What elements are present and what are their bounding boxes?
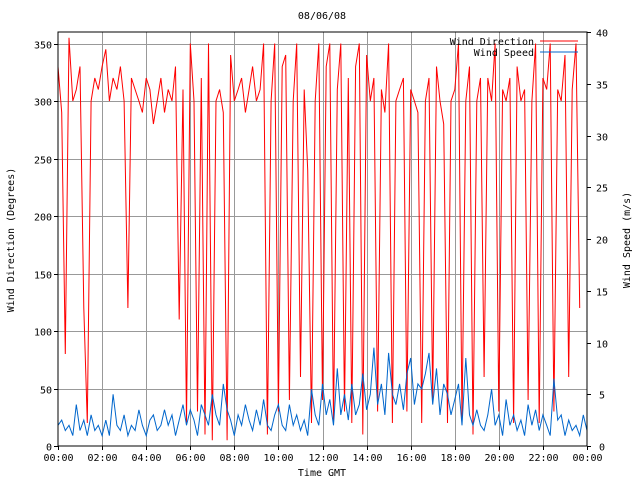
y-left-tick-label: 250 (34, 156, 52, 167)
x-tick-label: 18:00 (440, 453, 470, 464)
x-tick-label: 00:00 (572, 453, 602, 464)
x-tick-label: 22:00 (528, 453, 558, 464)
x-tick-label: 20:00 (484, 453, 514, 464)
x-tick-label: 16:00 (396, 453, 426, 464)
y-right-tick-label: 5 (599, 391, 605, 402)
x-axis-label: Time GMT (298, 468, 346, 479)
y-left-tick-label: 300 (34, 98, 52, 109)
chart-title: 08/06/08 (298, 11, 346, 22)
legend: Wind Direction Wind Speed (450, 37, 578, 59)
y-right-tick-label: 30 (596, 133, 608, 144)
legend-label-wind-direction: Wind Direction (450, 37, 534, 48)
x-tick-label: 04:00 (131, 453, 161, 464)
y-left-tick-label: 50 (40, 386, 52, 397)
x-tick-label: 06:00 (175, 453, 205, 464)
series-layer (57, 37, 588, 441)
y-right-tick-label: 15 (596, 288, 608, 299)
y-left-tick-label: 150 (34, 271, 52, 282)
series-line-wind-speed (57, 347, 588, 438)
y-left-tick-label: 0 (46, 443, 52, 454)
y-left-tick-label: 350 (34, 41, 52, 52)
y-right-tick-label: 20 (596, 236, 608, 247)
y-left-tick-label: 100 (34, 328, 52, 339)
y-right-tick-label: 0 (599, 443, 605, 454)
x-tick-label: 00:00 (43, 453, 73, 464)
grid (58, 32, 587, 446)
x-tick-label: 02:00 (87, 453, 117, 464)
x-tick-label: 14:00 (352, 453, 382, 464)
y-right-tick-label: 40 (596, 29, 608, 40)
y-axis-left-label: Wind Direction (Degrees) (6, 168, 17, 313)
axis-ticks: 00:00 02:00 04:00 06:00 08:00 10:00 12:00 14:00… (34, 29, 608, 465)
y-right-tick-label: 10 (596, 340, 608, 351)
x-tick-label: 08:00 (219, 453, 249, 464)
y-right-tick-label: 25 (596, 184, 608, 195)
series-line-wind-direction (57, 37, 581, 441)
x-tick-label: 12:00 (308, 453, 338, 464)
x-tick-label: 10:00 (263, 453, 293, 464)
legend-label-wind-speed: Wind Speed (474, 48, 534, 59)
y-left-tick-label: 200 (34, 213, 52, 224)
y-axis-right-label: Wind Speed (m/s) (622, 192, 633, 288)
y-right-tick-label: 35 (596, 81, 608, 92)
